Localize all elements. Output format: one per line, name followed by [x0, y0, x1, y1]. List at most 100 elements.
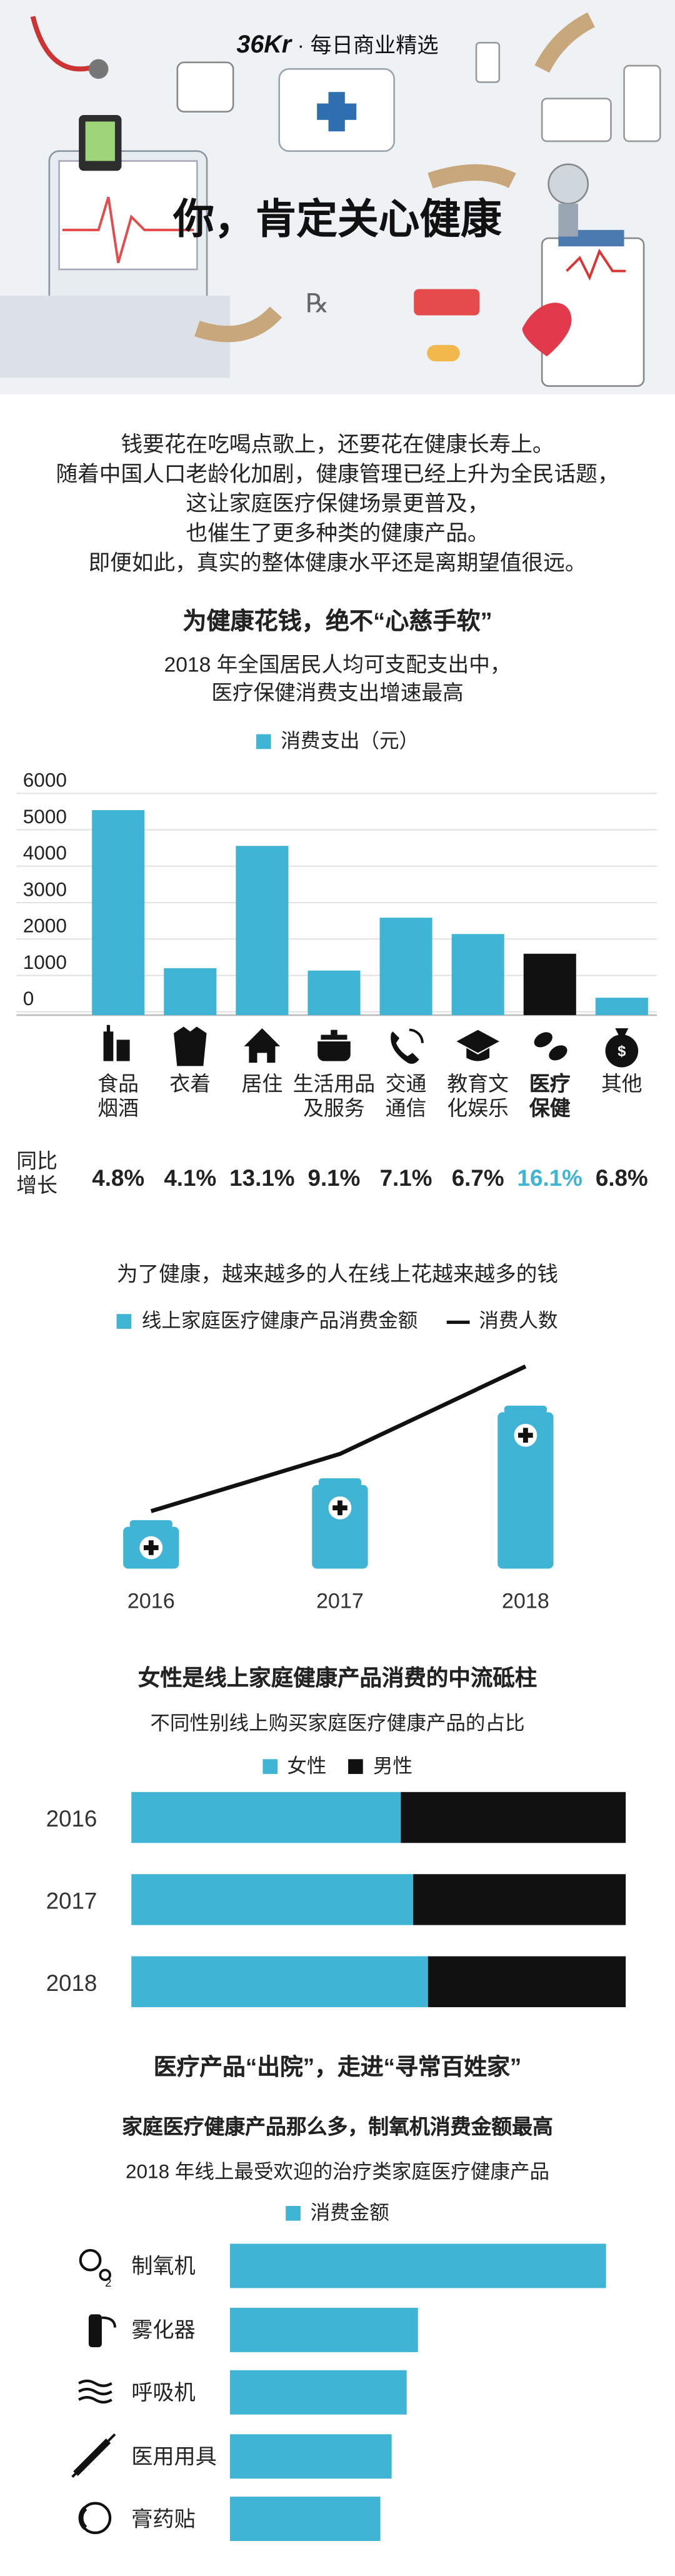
intro-line: 也催生了更多种类的健康产品。	[186, 520, 489, 546]
category-label: 食品 烟酒	[98, 1072, 139, 1121]
category-label: 生活用品 及服务	[292, 1072, 376, 1121]
svg-text:2: 2	[105, 2276, 111, 2289]
legend-label: 消费支出（元）	[281, 729, 419, 753]
category-label: 医用用具	[131, 2445, 217, 2469]
category-label: 居住	[241, 1072, 283, 1096]
legend-swatch	[348, 1760, 364, 1775]
category-label: 教育文 化娱乐	[447, 1072, 509, 1121]
male-segment	[413, 1874, 626, 1925]
section-heading: 女性是线上家庭健康产品消费的中流砥柱	[138, 1665, 538, 1690]
x-tick-label: 2018	[502, 1590, 549, 1613]
gender-share-chart: 2016 2017 2018	[46, 1792, 626, 2008]
phone-icon	[391, 1028, 424, 1064]
male-segment	[401, 1792, 626, 1843]
y-tick-label: 0	[23, 987, 34, 1010]
intro-line: 钱要花在吃喝点歌上，还要花在健康长寿上。	[121, 432, 554, 457]
online-spending-chart: 2016 2017 2018	[123, 1364, 554, 1613]
bar	[451, 934, 504, 1015]
category-label: 交通 通信	[385, 1072, 427, 1121]
graduation-cap-icon	[456, 1030, 499, 1061]
legend-line-swatch	[446, 1320, 469, 1324]
female-segment	[131, 1792, 401, 1843]
female-segment	[131, 1874, 414, 1925]
chart-title: 不同性别线上购买家庭医疗健康产品的占比	[150, 1711, 525, 1735]
intro-line: 随着中国人口老龄化加剧，健康管理已经上升为全民话题，	[56, 461, 619, 486]
bar	[595, 998, 648, 1015]
intro-line: 即便如此，真实的整体健康水平还是离期望值很远。	[88, 550, 587, 575]
pills-icon	[534, 1032, 568, 1061]
growth-value: 6.8%	[595, 1165, 648, 1191]
bar	[164, 968, 217, 1015]
y-tick-label: 3000	[23, 878, 67, 900]
bar	[92, 809, 145, 1015]
legend-swatch	[256, 734, 271, 750]
section-subheading: 家庭医疗健康产品那么多，制氧机消费金额最高	[122, 2115, 553, 2139]
hero-banner: 36Kr · 每日商业精选 你，肯定关心健康 ℞	[0, 0, 675, 394]
category-label: 制氧机	[131, 2255, 195, 2278]
clothing-icon	[174, 1026, 207, 1066]
growth-value: 4.1%	[164, 1165, 217, 1191]
legend-label: 女性	[287, 1754, 327, 1778]
hero-illustration	[0, 12, 661, 387]
syringe-icon	[71, 2433, 116, 2478]
legend-label: 男性	[372, 1754, 413, 1778]
svg-text:$: $	[618, 1044, 626, 1060]
brand-separator: ·	[297, 33, 305, 58]
legend-swatch	[286, 2206, 301, 2222]
category-label: 医疗 保健	[529, 1072, 571, 1121]
legend-label: 消费金额	[310, 2201, 389, 2224]
pot-icon	[318, 1030, 351, 1061]
x-tick-label: 2017	[316, 1590, 364, 1613]
growth-label: 同比 增长	[16, 1150, 58, 1198]
y-tick-label: 4000	[23, 841, 67, 864]
y-tick-label: 1000	[23, 951, 67, 973]
patch-icon	[78, 2502, 112, 2535]
legend-swatch	[262, 1760, 278, 1775]
growth-value: 6.7%	[451, 1165, 504, 1191]
brand-tagline: 每日商业精选	[310, 33, 439, 58]
intro-line: 这让家庭医疗保健场景更普及，	[186, 491, 489, 516]
bar	[523, 953, 576, 1015]
chart-legend: 线上家庭医疗健康产品消费金额 消费人数	[0, 1306, 675, 1334]
legend-label: 消费人数	[479, 1309, 558, 1333]
chart-title: 2018 年线上最受欢迎的治疗类家庭医疗健康产品	[125, 2160, 550, 2183]
category-label: 雾化器	[131, 2318, 195, 2342]
y-tick-label: 2018	[46, 1970, 98, 1996]
nebulizer-icon	[88, 2314, 116, 2347]
y-tick-label: 6000	[23, 769, 67, 791]
brand-logo: 36Kr	[236, 31, 292, 59]
buyers-line	[150, 1364, 527, 1513]
money-bag-icon: $	[605, 1028, 639, 1068]
growth-value: 16.1%	[517, 1165, 582, 1191]
category-label: 衣着	[169, 1072, 211, 1096]
oxygen-icon: 2	[79, 2248, 111, 2289]
legend-label: 线上家庭医疗健康产品消费金额	[141, 1309, 418, 1333]
category-label: 呼吸机	[131, 2381, 195, 2405]
male-segment	[428, 1956, 626, 2008]
x-tick-label: 2016	[128, 1590, 175, 1613]
bar	[236, 846, 289, 1015]
food-drink-icon	[103, 1025, 130, 1061]
category-label: 其他	[601, 1072, 642, 1096]
bar	[229, 2370, 407, 2415]
y-tick-label: 2016	[46, 1806, 98, 1832]
section-heading: 医疗产品“出院”，走进“寻常百姓家”	[153, 2053, 522, 2080]
bar	[229, 2243, 606, 2288]
bar	[229, 2434, 392, 2479]
y-tick-label: 2000	[23, 915, 67, 937]
bar	[379, 918, 432, 1015]
growth-value: 9.1%	[308, 1165, 361, 1191]
growth-value: 7.1%	[379, 1165, 432, 1191]
chart-legend: 消费金额	[0, 2198, 675, 2226]
female-segment	[131, 1956, 428, 2008]
breathing-icon	[78, 2379, 112, 2404]
chart-title: 2018 年全国居民人均可支配支出中， 医疗保健消费支出增速最高	[164, 652, 511, 705]
bar	[123, 1520, 179, 1569]
y-tick-label: 2017	[46, 1888, 98, 1913]
rx-symbol: ℞	[305, 291, 329, 319]
growth-value: 4.8%	[92, 1165, 145, 1191]
page-title: 你，肯定关心健康	[173, 197, 502, 243]
legend-swatch	[117, 1315, 132, 1330]
chart-legend: 女性 男性	[0, 1751, 675, 1779]
